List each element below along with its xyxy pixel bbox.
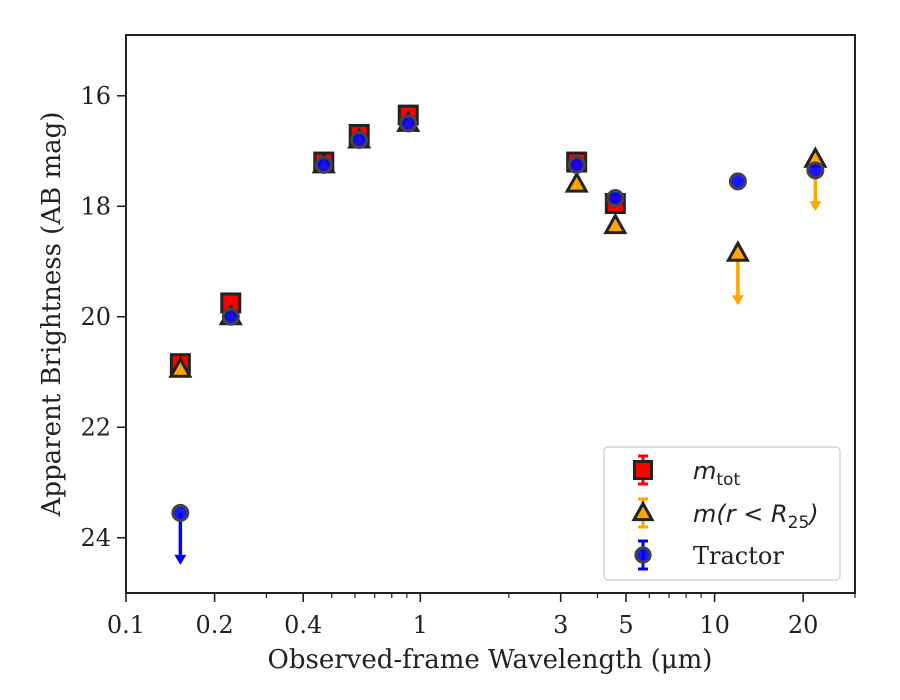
circle-point (221, 307, 240, 326)
x-tick-label: 0.2 (196, 611, 234, 639)
y-axis-ticks: 16 18 20 22 24 (80, 82, 126, 552)
legend-marker-square (632, 459, 654, 481)
x-tick-label: 1 (413, 611, 428, 639)
circle-point (171, 503, 190, 522)
legend-label: m(r < R25) (693, 500, 819, 533)
upper-limit-arrowhead (174, 554, 187, 565)
x-tick-label: 0.1 (107, 611, 145, 639)
upper-limit-arrowhead (731, 295, 744, 306)
series-triangle (168, 110, 828, 378)
triangle-point (564, 171, 589, 193)
legend-marker-triangle (631, 500, 655, 522)
legend-label: mtot (693, 457, 740, 490)
legend-marker-circle (634, 546, 652, 564)
triangle-point (725, 240, 750, 262)
data-marks (168, 104, 828, 565)
circle-point (399, 114, 418, 133)
x-tick-label: 10 (699, 611, 730, 639)
y-tick-label: 22 (80, 413, 111, 441)
circle-point (350, 130, 369, 149)
y-tick-label: 20 (80, 303, 111, 331)
x-tick-label: 0.4 (284, 611, 322, 639)
legend-box (603, 446, 841, 581)
y-tick-label: 24 (80, 524, 111, 552)
x-axis-ticks: 0.1 0.2 0.4 1 3 5 10 20 (107, 593, 856, 639)
circle-point (806, 161, 825, 180)
triangle-point (603, 212, 628, 235)
circle-point (314, 155, 333, 174)
series-circle (171, 114, 825, 565)
y-tick-label: 16 (80, 82, 111, 110)
triangle-point (168, 356, 193, 378)
y-tick-label: 18 (80, 192, 111, 220)
plot-frame (125, 34, 856, 594)
upper-limit-arrowhead (809, 201, 822, 212)
circle-point (567, 155, 586, 174)
x-tick-label: 3 (553, 611, 568, 639)
legend-label: Tractor (693, 542, 784, 570)
series-square (169, 104, 626, 375)
legend: mtot m(r < R25) Tractor (603, 446, 841, 581)
x-tick-label: 5 (618, 611, 633, 639)
x-tick-label: 20 (788, 611, 819, 639)
x-axis-title: Observed-frame Wavelength (μm) (268, 645, 713, 675)
y-axis-title: Apparent Brightness (AB mag) (37, 112, 67, 518)
circle-point (606, 188, 625, 207)
circle-point (728, 172, 747, 191)
